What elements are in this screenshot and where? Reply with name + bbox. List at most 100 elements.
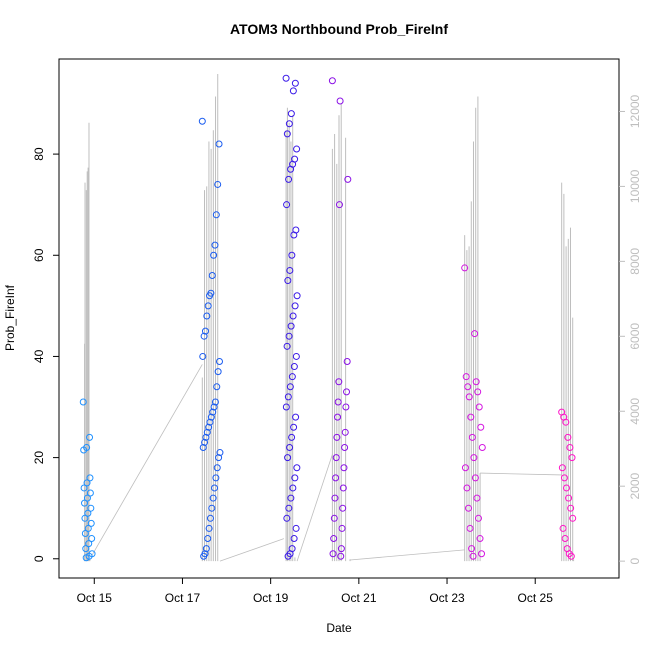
data-point: [210, 251, 218, 259]
data-point: [468, 545, 476, 553]
data-point: [292, 524, 300, 532]
data-point: [478, 550, 486, 558]
data-point: [468, 433, 476, 441]
data-point: [462, 373, 470, 381]
data-point: [465, 504, 473, 512]
data-point: [290, 231, 298, 239]
data-point: [208, 272, 216, 280]
data-point: [80, 484, 88, 492]
data-point: [283, 514, 291, 522]
data-point: [332, 454, 340, 462]
chart-title: ATOM3 Northbound Prob_FireInf: [230, 21, 448, 37]
data-point: [476, 535, 484, 543]
data-point: [568, 454, 576, 462]
data-point: [285, 504, 293, 512]
data-point: [282, 403, 290, 411]
y2-tick-label: 8000: [628, 248, 642, 275]
data-point: [563, 484, 570, 492]
y2-axis: 0 2000 4000 6000 8000 10000 12000: [619, 94, 642, 564]
data-point: [328, 77, 336, 85]
data-point: [565, 494, 573, 502]
data-point: [286, 383, 294, 391]
data-point: [285, 175, 293, 183]
data-point: [291, 474, 299, 482]
data-point: [564, 433, 572, 441]
data-point: [284, 277, 292, 285]
data-point: [215, 357, 223, 365]
data-point: [566, 443, 574, 451]
data-point: [203, 312, 211, 320]
data-point: [205, 524, 213, 532]
data-point: [466, 524, 474, 532]
data-point: [85, 540, 93, 548]
data-point: [284, 552, 292, 560]
data-point: [332, 474, 340, 482]
data-point: [84, 509, 92, 517]
data-point: [287, 322, 295, 330]
data-point: [203, 428, 211, 436]
data-point: [204, 302, 212, 310]
data-point: [290, 363, 298, 371]
data-points: [79, 74, 577, 562]
data-point: [285, 120, 293, 128]
y-tick-label: 80: [32, 147, 46, 161]
x-tick-label: Oct 21: [341, 591, 377, 605]
data-point: [81, 529, 89, 537]
data-point: [284, 454, 292, 462]
data-point: [80, 446, 88, 454]
data-point: [200, 552, 208, 560]
data-point: [338, 524, 346, 532]
data-point: [206, 292, 214, 300]
data-point: [343, 357, 351, 365]
data-point: [198, 117, 206, 125]
data-point: [461, 464, 469, 472]
data-point: [200, 332, 208, 340]
x-tick-label: Oct 17: [165, 591, 201, 605]
y2-tick-label: 12000: [628, 94, 642, 128]
data-point: [286, 266, 294, 274]
data-point: [567, 552, 575, 560]
data-point: [344, 175, 352, 183]
data-point: [293, 464, 301, 472]
data-point: [342, 403, 350, 411]
data-point: [283, 130, 291, 138]
data-point: [292, 352, 300, 360]
data-point: [286, 443, 294, 451]
y-tick-label: 0: [32, 555, 46, 562]
data-point: [567, 504, 575, 512]
data-point: [206, 514, 214, 522]
data-point: [81, 514, 89, 522]
data-point: [86, 433, 94, 441]
data-point: [343, 388, 351, 396]
data-point: [562, 418, 570, 426]
y2-tick-label: 4000: [628, 398, 642, 425]
data-point: [285, 332, 293, 340]
data-point: [558, 464, 566, 472]
data-point: [86, 489, 94, 497]
data-point: [474, 514, 482, 522]
data-point: [474, 388, 482, 396]
data-point: [290, 423, 298, 431]
x-tick-label: Oct 19: [253, 591, 289, 605]
data-point: [84, 524, 92, 532]
y-tick-label: 40: [32, 349, 46, 363]
x-axis-label: Date: [326, 621, 352, 635]
data-point: [467, 413, 475, 421]
data-point: [216, 449, 224, 457]
data-point: [283, 201, 291, 209]
data-point: [208, 504, 216, 512]
data-point: [215, 454, 223, 462]
data-point: [212, 211, 220, 219]
data-point: [82, 554, 90, 562]
data-point: [83, 494, 91, 502]
data-point: [293, 145, 301, 153]
data-point: [86, 474, 94, 482]
data-point: [199, 352, 207, 360]
data-point: [293, 292, 301, 300]
data-point: [88, 535, 96, 543]
data-point: [339, 504, 347, 512]
y-axis: 0 20 40 60 80: [32, 147, 59, 562]
series-connector-3: [349, 549, 465, 561]
y2-tick-label: 2000: [628, 473, 642, 500]
